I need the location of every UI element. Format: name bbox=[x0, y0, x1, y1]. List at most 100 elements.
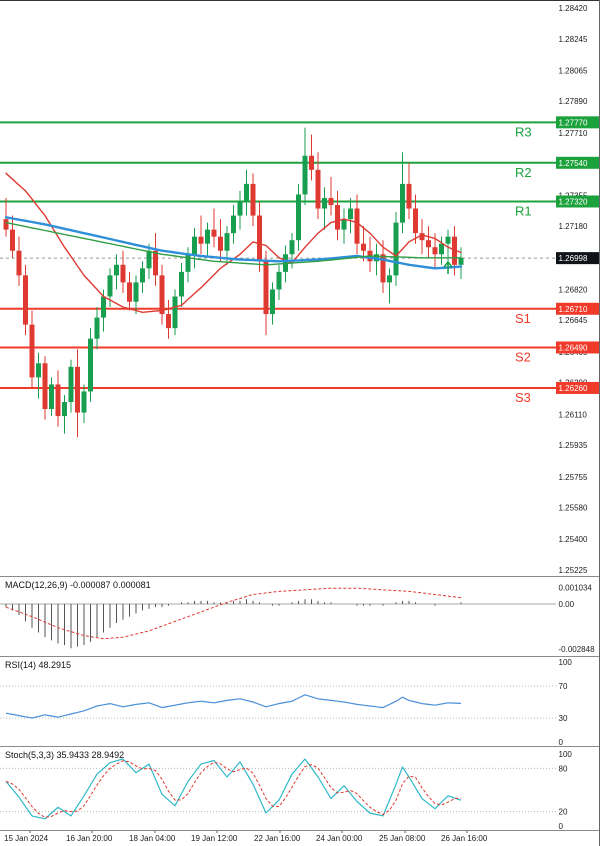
candle bbox=[146, 243, 152, 279]
macd-panel: 0.001034 0.00 -0.002848 bbox=[0, 584, 595, 654]
candle bbox=[120, 250, 126, 293]
candle bbox=[393, 212, 399, 286]
candle bbox=[335, 190, 340, 241]
price-tick-label: 1.27890 bbox=[559, 97, 588, 106]
candle bbox=[341, 208, 347, 244]
candle bbox=[55, 370, 61, 427]
macd-axis-label: -0.002848 bbox=[559, 645, 596, 654]
stoch-k-line bbox=[5, 758, 462, 820]
price-tick-label: 1.27180 bbox=[559, 222, 588, 231]
price-badge-support bbox=[556, 341, 599, 354]
candle bbox=[29, 310, 35, 388]
price-tick-label: 1.27710 bbox=[559, 129, 588, 138]
macd-axis-label: 0.00 bbox=[559, 600, 575, 609]
candle bbox=[244, 169, 249, 216]
stoch-d-line bbox=[5, 760, 462, 818]
time-axis-label: 22 Jan 16:00 bbox=[254, 834, 301, 843]
time-axis-label: 16 Jan 20:00 bbox=[66, 834, 113, 843]
candle bbox=[23, 264, 28, 336]
candle bbox=[205, 222, 210, 258]
candle bbox=[42, 356, 48, 420]
price-tick-label: 1.28420 bbox=[559, 4, 588, 13]
macd-signal-line bbox=[5, 587, 462, 640]
candle bbox=[296, 183, 301, 251]
up-arrow-icon bbox=[443, 260, 453, 274]
level-label-r2: R2 bbox=[515, 165, 532, 180]
price-badge-support bbox=[556, 381, 599, 394]
rsi-panel: 100 70 30 0 bbox=[0, 658, 572, 747]
candle bbox=[81, 384, 87, 424]
candle bbox=[367, 236, 373, 272]
price-tick-label: 1.26820 bbox=[559, 285, 588, 294]
candle bbox=[439, 236, 444, 265]
price-tick-label: 1.26645 bbox=[559, 316, 588, 325]
stoch-axis-label: 20 bbox=[559, 808, 568, 817]
candle bbox=[94, 307, 100, 350]
time-axis-label: 26 Jan 16:00 bbox=[441, 834, 488, 843]
time-axis-label: 15 Jan 2024 bbox=[4, 834, 49, 843]
time-axis-label: 25 Jan 08:00 bbox=[379, 834, 426, 843]
time-axis-label: 24 Jan 00:00 bbox=[316, 834, 363, 843]
price-badge-support bbox=[556, 302, 599, 315]
candle bbox=[263, 250, 269, 336]
level-label-s2: S2 bbox=[515, 349, 531, 364]
candle bbox=[328, 176, 334, 216]
candle bbox=[315, 152, 321, 220]
time-axis-label: 19 Jan 12:00 bbox=[191, 834, 238, 843]
candle bbox=[166, 299, 171, 339]
price-badge-resistance bbox=[556, 195, 599, 208]
candle bbox=[218, 219, 223, 262]
time-axis: 15 Jan 2024 16 Jan 20:00 18 Jan 04:00 19 Ja… bbox=[4, 830, 488, 843]
stoch-title: Stoch(5,3,3) 35.9433 28.9492 bbox=[5, 750, 124, 760]
price-badge-resistance bbox=[556, 116, 599, 129]
candle bbox=[380, 240, 386, 293]
level-label-r1: R1 bbox=[515, 203, 532, 218]
candle bbox=[10, 215, 15, 258]
main-price-panel: R3 R2 R1 S1 S2 S3 bbox=[0, 121, 556, 438]
stoch-axis-label: 0 bbox=[559, 822, 564, 831]
candle bbox=[179, 263, 184, 308]
candle bbox=[400, 152, 405, 234]
price-badge-resistance bbox=[556, 156, 599, 169]
candle bbox=[426, 226, 431, 258]
candle bbox=[49, 377, 54, 417]
level-label-s1: S1 bbox=[515, 311, 531, 326]
candle bbox=[419, 219, 425, 255]
price-badge-current bbox=[556, 252, 599, 265]
candle bbox=[68, 359, 74, 413]
candle bbox=[250, 173, 256, 227]
candle bbox=[413, 194, 418, 244]
level-label-s3: S3 bbox=[515, 390, 531, 405]
price-tick-label: 1.26110 bbox=[559, 410, 588, 419]
candle bbox=[302, 127, 308, 206]
price-badge-label: 1.27540 bbox=[559, 159, 588, 168]
rsi-title: RSI(14) 48.2915 bbox=[5, 660, 71, 670]
macd-axis-label: 0.001034 bbox=[559, 584, 593, 593]
price-tick-label: 1.25935 bbox=[559, 441, 588, 450]
candle bbox=[198, 215, 204, 255]
candle bbox=[140, 261, 145, 293]
price-badge-label: 1.26998 bbox=[559, 254, 588, 263]
price-badge-label: 1.26710 bbox=[559, 305, 588, 314]
candle bbox=[127, 271, 132, 311]
candle bbox=[36, 352, 41, 399]
candle bbox=[237, 190, 243, 230]
candle bbox=[322, 187, 327, 230]
candle bbox=[231, 205, 236, 244]
price-tick-label: 1.25580 bbox=[559, 504, 588, 513]
stoch-axis-label: 100 bbox=[559, 750, 573, 759]
moving-average-mid-blue bbox=[4, 216, 463, 270]
price-badge-label: 1.26490 bbox=[559, 343, 588, 352]
candle bbox=[309, 134, 314, 181]
rsi-line bbox=[5, 694, 462, 719]
candle bbox=[185, 247, 191, 283]
price-badge-label: 1.27770 bbox=[559, 118, 588, 127]
moving-average-slow-green bbox=[5, 221, 462, 266]
candle bbox=[153, 233, 158, 286]
price-tick-label: 1.25400 bbox=[559, 535, 588, 544]
candle bbox=[88, 328, 93, 403]
price-tick-label: 1.28245 bbox=[559, 35, 588, 44]
price-tick-label: 1.25755 bbox=[559, 473, 588, 482]
